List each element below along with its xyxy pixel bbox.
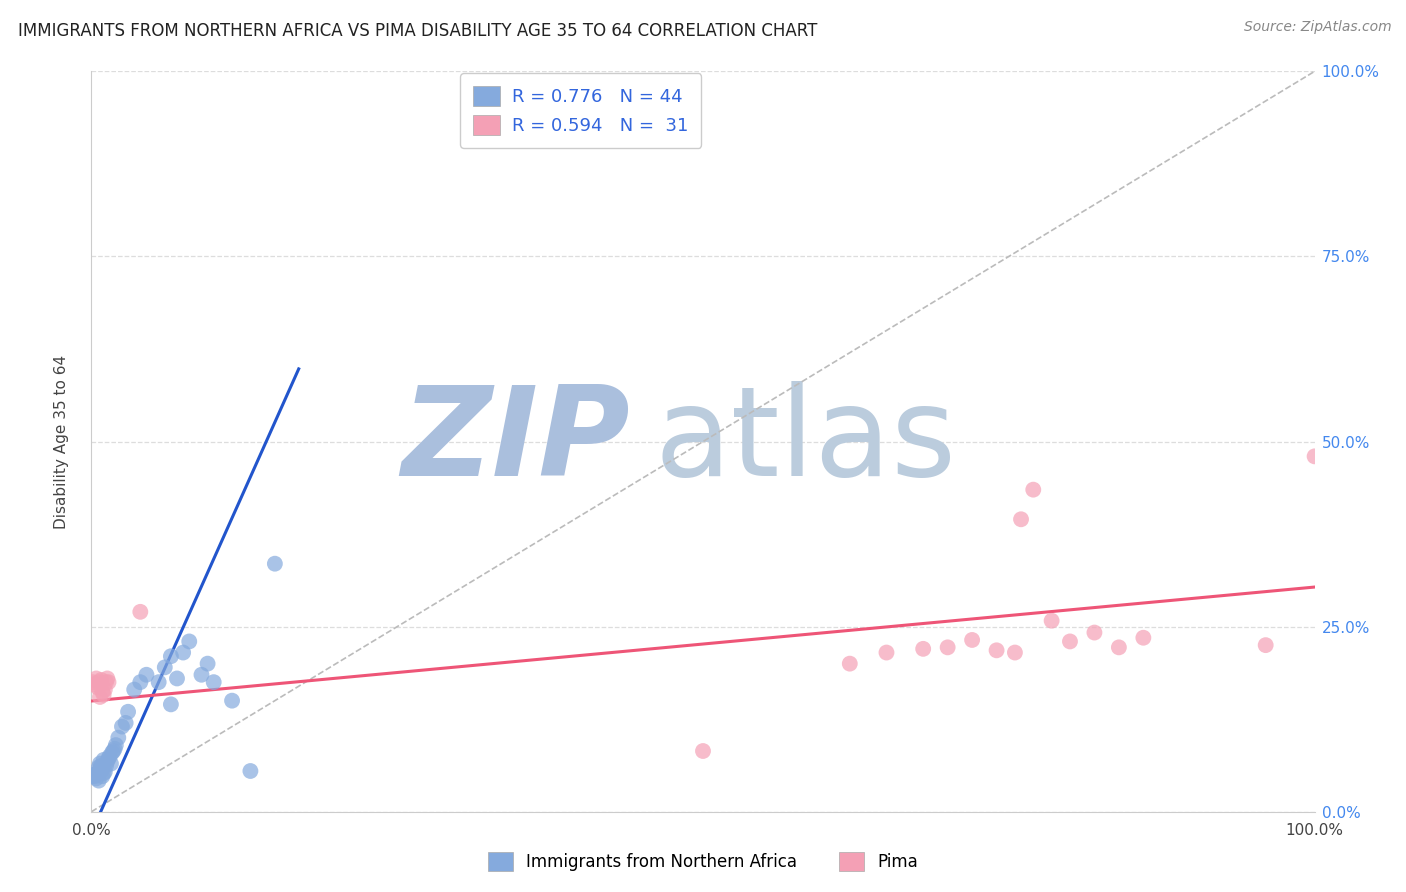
- Point: [86, 681, 108, 695]
- Point: [93, 753, 115, 767]
- Point: [103, 744, 125, 758]
- Point: [94, 682, 117, 697]
- Point: [912, 641, 935, 656]
- Point: [160, 649, 183, 664]
- Point: [97, 675, 120, 690]
- Point: [90, 673, 112, 687]
- Point: [96, 755, 118, 769]
- Point: [117, 705, 139, 719]
- Point: [1108, 640, 1130, 655]
- Point: [202, 675, 225, 690]
- Point: [84, 769, 107, 783]
- Point: [692, 744, 714, 758]
- Point: [82, 675, 104, 690]
- Point: [101, 746, 124, 760]
- Point: [1010, 512, 1032, 526]
- Point: [1303, 450, 1326, 464]
- Point: [135, 667, 157, 681]
- Y-axis label: Disability Age 35 to 64: Disability Age 35 to 64: [55, 354, 69, 529]
- Point: [1040, 614, 1063, 628]
- Point: [98, 749, 121, 764]
- Point: [148, 675, 170, 690]
- Point: [86, 766, 108, 780]
- Point: [89, 762, 111, 776]
- Point: [93, 766, 115, 780]
- Point: [104, 738, 127, 752]
- Point: [114, 715, 136, 730]
- Point: [94, 759, 117, 773]
- Point: [936, 640, 959, 655]
- Point: [107, 731, 129, 745]
- Point: [264, 557, 287, 571]
- Point: [84, 772, 107, 786]
- Point: [87, 760, 110, 774]
- Point: [83, 767, 105, 781]
- Point: [1254, 638, 1277, 652]
- Point: [91, 769, 114, 783]
- Point: [172, 646, 194, 660]
- Point: [84, 672, 107, 686]
- Point: [875, 646, 898, 660]
- Point: [197, 657, 219, 671]
- Point: [1004, 646, 1026, 660]
- Text: IMMIGRANTS FROM NORTHERN AFRICA VS PIMA DISABILITY AGE 35 TO 64 CORRELATION CHAR: IMMIGRANTS FROM NORTHERN AFRICA VS PIMA …: [18, 22, 818, 40]
- Point: [960, 632, 983, 647]
- Point: [190, 667, 212, 681]
- Point: [94, 764, 117, 779]
- Point: [89, 756, 111, 771]
- Point: [986, 643, 1008, 657]
- Point: [129, 675, 152, 690]
- Point: [221, 694, 243, 708]
- Point: [83, 677, 105, 691]
- Point: [838, 657, 860, 671]
- Point: [89, 690, 111, 704]
- Point: [166, 672, 188, 686]
- Point: [153, 660, 176, 674]
- Point: [97, 751, 120, 765]
- Point: [239, 764, 262, 778]
- Legend: Immigrants from Northern Africa, Pima: Immigrants from Northern Africa, Pima: [481, 845, 925, 878]
- Point: [1083, 625, 1105, 640]
- Point: [87, 675, 110, 690]
- Point: [82, 769, 104, 783]
- Point: [93, 688, 115, 702]
- Point: [104, 741, 127, 756]
- Text: Source: ZipAtlas.com: Source: ZipAtlas.com: [1244, 20, 1392, 34]
- Point: [1022, 483, 1045, 497]
- Point: [91, 685, 114, 699]
- Point: [87, 773, 110, 788]
- Text: atlas: atlas: [654, 381, 956, 502]
- Point: [1132, 631, 1154, 645]
- Point: [90, 759, 112, 773]
- Text: ZIP: ZIP: [401, 381, 630, 502]
- Point: [122, 682, 145, 697]
- Point: [111, 720, 134, 734]
- Point: [160, 698, 183, 712]
- Point: [179, 634, 201, 648]
- Point: [129, 605, 152, 619]
- Point: [1059, 634, 1081, 648]
- Point: [96, 672, 118, 686]
- Point: [94, 675, 117, 690]
- Point: [90, 764, 112, 778]
- Point: [100, 756, 122, 771]
